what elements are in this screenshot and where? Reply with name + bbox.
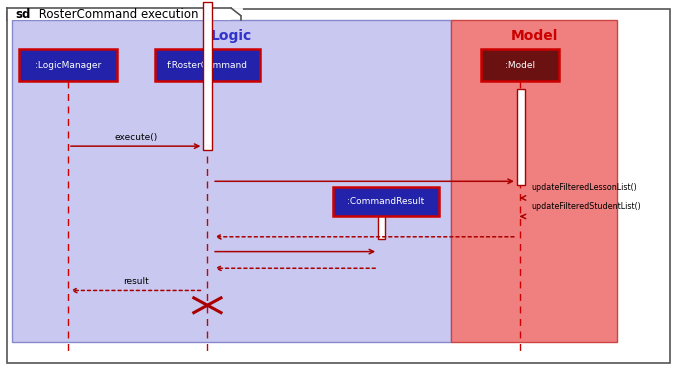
Bar [333, 187, 439, 216]
Bar [517, 89, 525, 185]
Bar [19, 49, 117, 81]
Bar [154, 49, 260, 81]
Text: :CommandResult: :CommandResult [347, 197, 424, 206]
Bar [203, 2, 212, 150]
Text: RosterCommand execution: RosterCommand execution [35, 8, 199, 21]
Text: :Model: :Model [505, 61, 535, 70]
Text: updateFilteredStudentList(): updateFilteredStudentList() [532, 202, 641, 211]
Text: updateFilteredLessonList(): updateFilteredLessonList() [532, 184, 638, 192]
Bar [378, 207, 385, 239]
Text: f:RosterCommand: f:RosterCommand [167, 61, 248, 70]
Bar [12, 20, 451, 342]
Text: Model: Model [511, 29, 558, 43]
Bar [451, 20, 617, 342]
Text: Logic: Logic [211, 29, 252, 43]
Text: result: result [123, 277, 148, 286]
Text: sd: sd [15, 8, 31, 21]
Bar [7, 8, 231, 20]
Text: :LogicManager: :LogicManager [35, 61, 101, 70]
Bar [481, 49, 559, 81]
Text: execute(): execute() [114, 133, 157, 142]
